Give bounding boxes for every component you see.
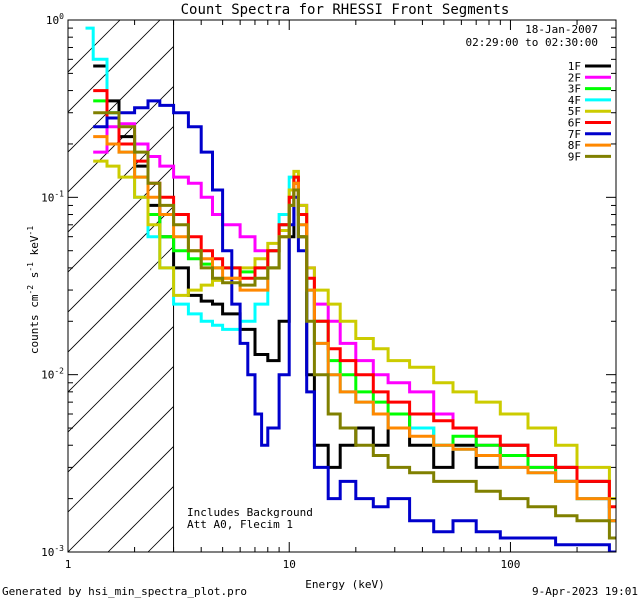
- legend-label-1F: 1F: [568, 60, 581, 73]
- annotation-background: Includes Background: [187, 506, 313, 519]
- annotations: Includes Background Att A0, Flecim 1: [187, 506, 313, 531]
- series-layer: [85, 20, 616, 552]
- y-axis-label: counts cm-2 s-1 keV-1: [26, 226, 41, 354]
- hatch-line: [348, 12, 640, 552]
- hatch-line: [588, 12, 640, 552]
- legend-label-2F: 2F: [568, 71, 581, 84]
- hatch-line: [68, 125, 174, 233]
- y-tick-label: 10-1: [41, 189, 64, 204]
- y-tick-label: 10-2: [41, 367, 64, 382]
- hatch-line: [68, 205, 174, 313]
- excluded-energy-hatch: [68, 12, 640, 552]
- hatch-line: [68, 365, 174, 473]
- hatch-line: [308, 12, 640, 552]
- chart-title: Count Spectra for RHESSI Front Segments: [181, 2, 510, 18]
- hatch-line: [548, 12, 640, 552]
- hatch-line: [68, 405, 174, 513]
- y-tick-label: 100: [46, 12, 64, 27]
- legend-label-7F: 7F: [568, 128, 581, 141]
- annotation-attenuator: Att A0, Flecim 1: [187, 518, 293, 531]
- hatch-line: [68, 325, 174, 433]
- footer-generated-by: Generated by hsi_min_spectra_plot.pro: [2, 585, 247, 598]
- legend-label-4F: 4F: [568, 94, 581, 107]
- footer-timestamp: 9-Apr-2023 19:01: [532, 585, 638, 598]
- x-axis-label: Energy (keV): [305, 578, 384, 591]
- axes: 1 10 100 100 10-1 10-2 10-3: [41, 12, 617, 571]
- y-tick-label: 10-3: [41, 544, 64, 559]
- hatch-line: [68, 20, 161, 113]
- x-tick-label: 10: [283, 558, 296, 571]
- plot-frame: [67, 19, 617, 553]
- legend-date: 18-Jan-2007: [525, 23, 598, 36]
- legend-label-3F: 3F: [568, 83, 581, 96]
- series-3F: [93, 99, 616, 523]
- x-tick-label: 1: [65, 558, 72, 571]
- x-tick-label: 100: [501, 558, 521, 571]
- hatch-line: [388, 12, 640, 552]
- hatch-line: [68, 245, 174, 353]
- legend-label-9F: 9F: [568, 150, 581, 163]
- hatch-line: [68, 165, 174, 273]
- hatch-line: [68, 445, 174, 552]
- hatch-line: [468, 12, 640, 552]
- legend-label-8F: 8F: [568, 139, 581, 152]
- hatch-line: [268, 12, 640, 552]
- series-4F: [85, 26, 616, 523]
- series-1F: [93, 64, 616, 523]
- series-7F: [93, 99, 616, 552]
- legend-label-5F: 5F: [568, 105, 581, 118]
- legend-label-6F: 6F: [568, 117, 581, 130]
- legend-time-range: 02:29:00 to 02:30:00: [466, 36, 598, 49]
- series-9F: [93, 111, 616, 540]
- legend: 18-Jan-2007 02:29:00 to 02:30:00 1F2F3F4…: [466, 23, 611, 163]
